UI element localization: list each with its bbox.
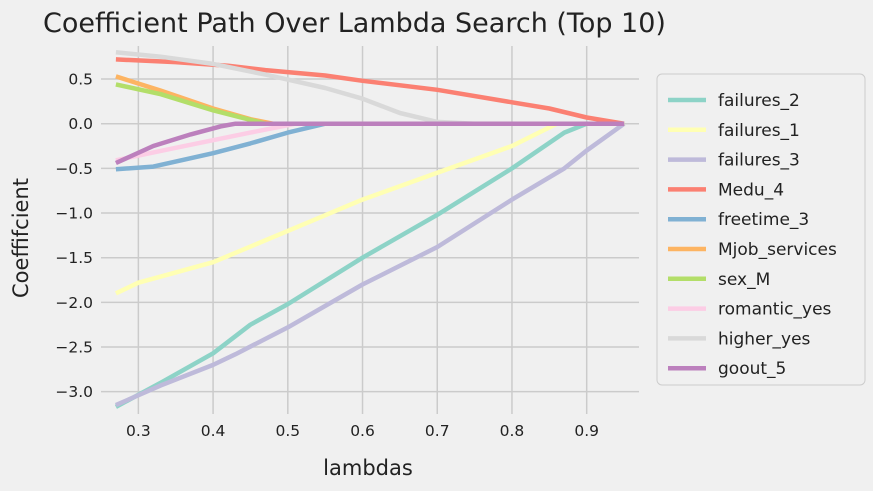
x-tick-label: 0.4: [201, 422, 226, 440]
series-line-failures-3: [114, 121, 626, 408]
y-tick-label: −0.5: [55, 160, 93, 178]
y-tick-label: −1.0: [55, 205, 93, 223]
y-tick-label: −1.5: [55, 249, 93, 267]
y-tick-label: −3.0: [55, 383, 93, 401]
y-tick-label: −2.5: [55, 339, 93, 357]
y-tick-label: 0.0: [68, 115, 93, 133]
legend: failures_2 failures_1 failures_3 Medu_4free…: [656, 73, 866, 386]
y-tick-label: −2.0: [55, 294, 93, 312]
series-line-failures-2: [114, 121, 625, 409]
y-tick-label: 0.5: [68, 71, 93, 89]
grid-lines: [101, 46, 639, 414]
series-line-goout-5: [114, 121, 625, 166]
y-axis-label: Coeffifcient: [9, 178, 33, 298]
x-tick-label: 0.3: [126, 422, 151, 440]
legend-label: higher_yes: [718, 329, 811, 349]
series-lines: [114, 50, 626, 409]
legend-label: Mjob_services: [718, 240, 837, 260]
legend-label: sex_M: [718, 270, 770, 290]
x-axis-label: lambdas: [323, 456, 413, 480]
legend-label: romantic_yes: [718, 300, 832, 320]
x-tick-label: 0.6: [350, 422, 375, 440]
legend-label: freetime_3: [718, 210, 809, 230]
legend-label: failures_3: [718, 151, 800, 171]
legend-label: failures_2: [718, 91, 800, 111]
x-tick-label: 0.8: [500, 422, 525, 440]
series-line-failures-1: [114, 121, 625, 296]
legend-label: failures_1: [718, 121, 800, 141]
legend-label: Medu_4: [718, 180, 784, 200]
x-tick-label: 0.7: [425, 422, 450, 440]
x-tick-label: 0.9: [574, 422, 599, 440]
y-tick-labels: 0.5 0.0 −0.5 −1.0 −1.5 −2.0 −2.5 −3.0: [55, 71, 93, 402]
legend-box: [656, 73, 866, 386]
x-tick-labels: 0.3 0.4 0.5 0.6 0.7 0.8 0.9: [126, 422, 599, 440]
chart-title: Coefficient Path Over Lambda Search (Top…: [43, 8, 666, 39]
legend-label: goout_5: [718, 359, 786, 379]
x-tick-label: 0.5: [275, 422, 300, 440]
